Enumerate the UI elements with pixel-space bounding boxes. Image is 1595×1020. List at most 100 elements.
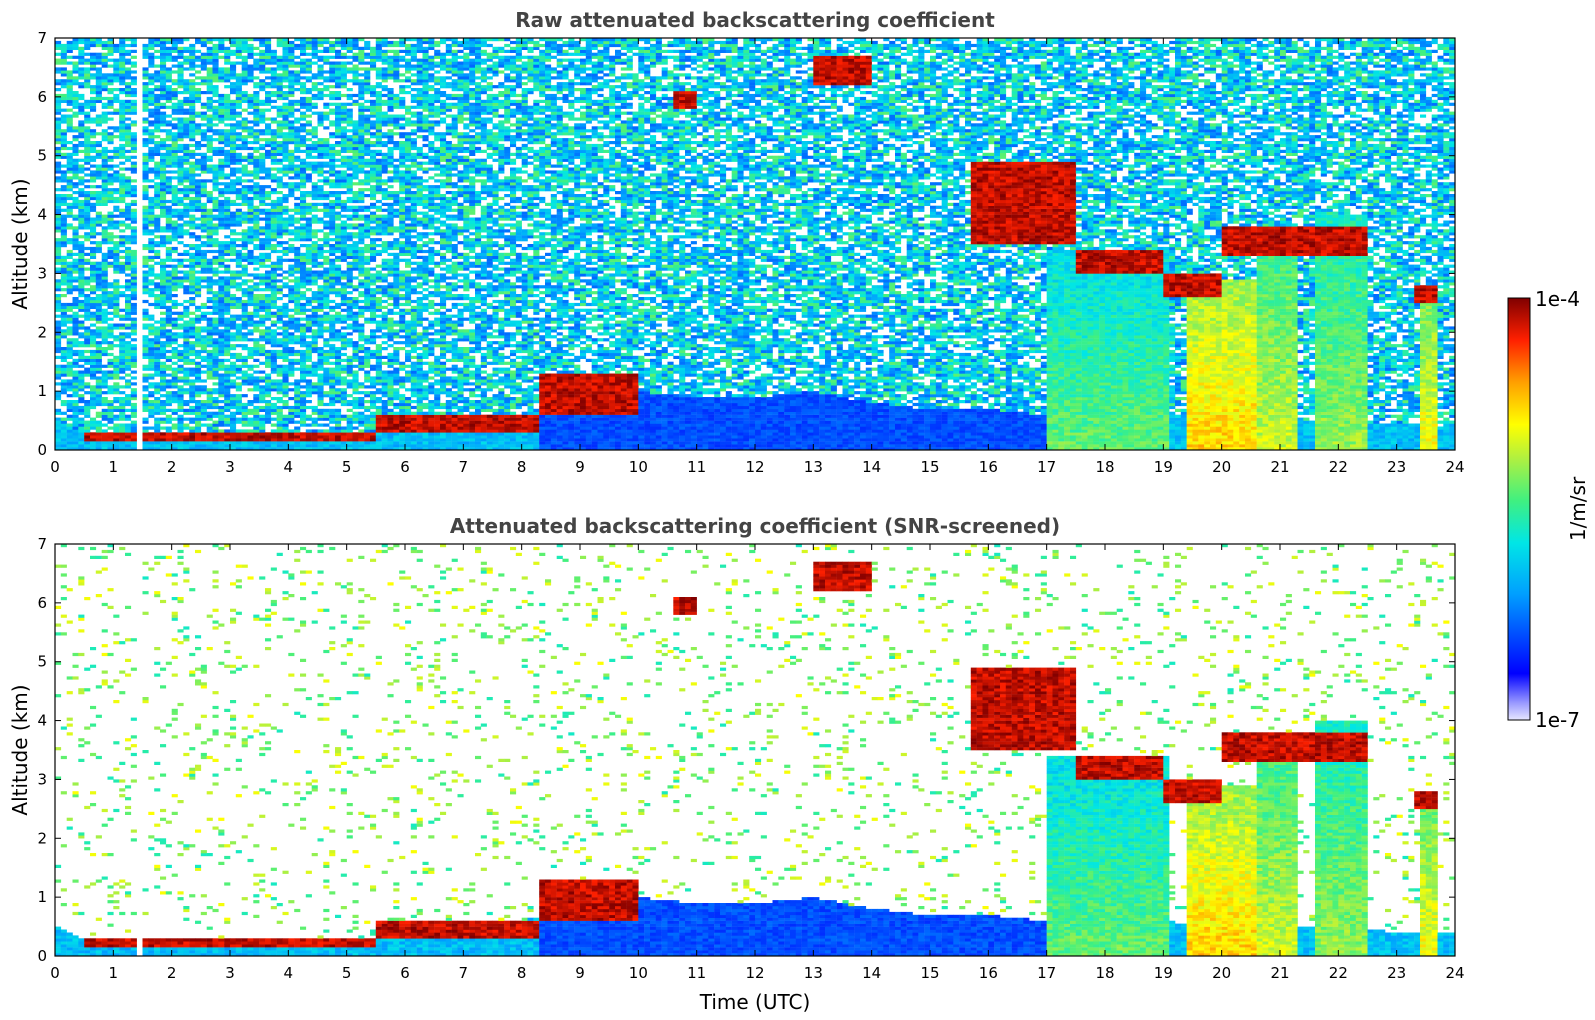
heatmap-cell — [230, 173, 236, 176]
heatmap-cell — [113, 67, 119, 70]
heatmap-cell — [131, 332, 137, 335]
heatmap-cell — [125, 365, 131, 368]
heatmap-cell — [108, 212, 114, 215]
heatmap-cell — [55, 41, 61, 44]
heatmap-cell — [207, 138, 213, 141]
heatmap-cell — [143, 170, 149, 173]
heatmap-cell — [218, 335, 224, 338]
heatmap-cell — [172, 409, 178, 412]
heatmap-cell — [61, 400, 67, 403]
heatmap-cell — [154, 356, 160, 359]
heatmap-cell — [172, 159, 178, 162]
heatmap-cell — [102, 197, 108, 200]
heatmap-cell — [172, 362, 178, 365]
heatmap-cell — [160, 321, 166, 324]
heatmap-cell — [119, 271, 125, 274]
heatmap-cell — [213, 229, 219, 232]
heatmap-cell — [119, 129, 125, 132]
heatmap-cell — [108, 82, 114, 85]
heatmap-cell — [73, 129, 79, 132]
heatmap-cell — [113, 209, 119, 212]
heatmap-cell — [230, 223, 236, 226]
heatmap-cell — [108, 132, 114, 135]
heatmap-cell — [195, 338, 201, 341]
heatmap-cell — [143, 109, 149, 112]
heatmap-cell — [160, 438, 166, 441]
heatmap-cell — [166, 312, 172, 315]
heatmap-cell — [172, 397, 178, 400]
heatmap-cell — [125, 341, 131, 344]
heatmap-cell — [195, 294, 201, 297]
heatmap-cell — [183, 279, 189, 282]
heatmap-cell — [84, 276, 90, 279]
heatmap-cell — [213, 350, 219, 353]
heatmap-cell — [90, 206, 96, 209]
heatmap-cell — [224, 141, 230, 144]
heatmap-cell — [218, 44, 224, 47]
heatmap-cell — [236, 159, 242, 162]
heatmap-cell — [90, 118, 96, 121]
heatmap-cell — [55, 382, 61, 385]
heatmap-cell — [230, 76, 236, 79]
heatmap-cell — [78, 359, 84, 362]
heatmap-cell — [119, 194, 125, 197]
heatmap-cell — [213, 427, 219, 430]
heatmap-cell — [78, 62, 84, 65]
heatmap-cell — [160, 368, 166, 371]
heatmap-cell — [242, 356, 248, 359]
heatmap-cell — [230, 238, 236, 241]
heatmap-cell — [189, 394, 195, 397]
heatmap-cell — [102, 41, 108, 44]
heatmap-cell — [201, 403, 207, 406]
heatmap-cell — [78, 397, 84, 400]
heatmap-cell — [108, 388, 114, 391]
heatmap-cell — [78, 67, 84, 70]
heatmap-cell — [242, 271, 248, 274]
heatmap-cell — [148, 303, 154, 306]
heatmap-cell — [172, 50, 178, 53]
heatmap-cell — [102, 165, 108, 168]
heatmap-cell — [160, 335, 166, 338]
heatmap-cell — [207, 250, 213, 253]
heatmap-cell — [189, 182, 195, 185]
heatmap-cell — [90, 209, 96, 212]
heatmap-cell — [189, 397, 195, 400]
heatmap-cell — [183, 109, 189, 112]
heatmap-cell — [207, 365, 213, 368]
heatmap-cell — [67, 79, 73, 82]
heatmap-cell — [178, 368, 184, 371]
heatmap-cell — [61, 315, 67, 318]
heatmap-cell — [230, 106, 236, 109]
heatmap-cell — [84, 59, 90, 62]
heatmap-cell — [236, 335, 242, 338]
heatmap-cell — [213, 62, 219, 65]
heatmap-cell — [119, 432, 125, 435]
heatmap-cell — [73, 268, 79, 271]
heatmap-cell — [55, 441, 61, 444]
heatmap-cell — [67, 209, 73, 212]
heatmap-cell — [189, 429, 195, 432]
heatmap-cell — [61, 138, 67, 141]
heatmap-cell — [90, 441, 96, 444]
heatmap-cell — [55, 347, 61, 350]
heatmap-cell — [242, 321, 248, 324]
heatmap-cell — [119, 176, 125, 179]
heatmap-cell — [172, 424, 178, 427]
heatmap-cell — [148, 109, 154, 112]
heatmap-cell — [195, 421, 201, 424]
heatmap-cell — [230, 182, 236, 185]
heatmap-cell — [131, 344, 137, 347]
heatmap-cell — [96, 215, 102, 218]
heatmap-cell — [160, 347, 166, 350]
heatmap-cell — [102, 432, 108, 435]
heatmap-cell — [166, 429, 172, 432]
heatmap-cell — [218, 221, 224, 224]
heatmap-cell — [78, 259, 84, 262]
heatmap-cell — [73, 147, 79, 150]
heatmap-cell — [125, 394, 131, 397]
heatmap-cell — [96, 303, 102, 306]
heatmap-cell — [67, 56, 73, 59]
heatmap-cell — [183, 188, 189, 191]
heatmap-cell — [224, 112, 230, 115]
heatmap-cell — [207, 221, 213, 224]
